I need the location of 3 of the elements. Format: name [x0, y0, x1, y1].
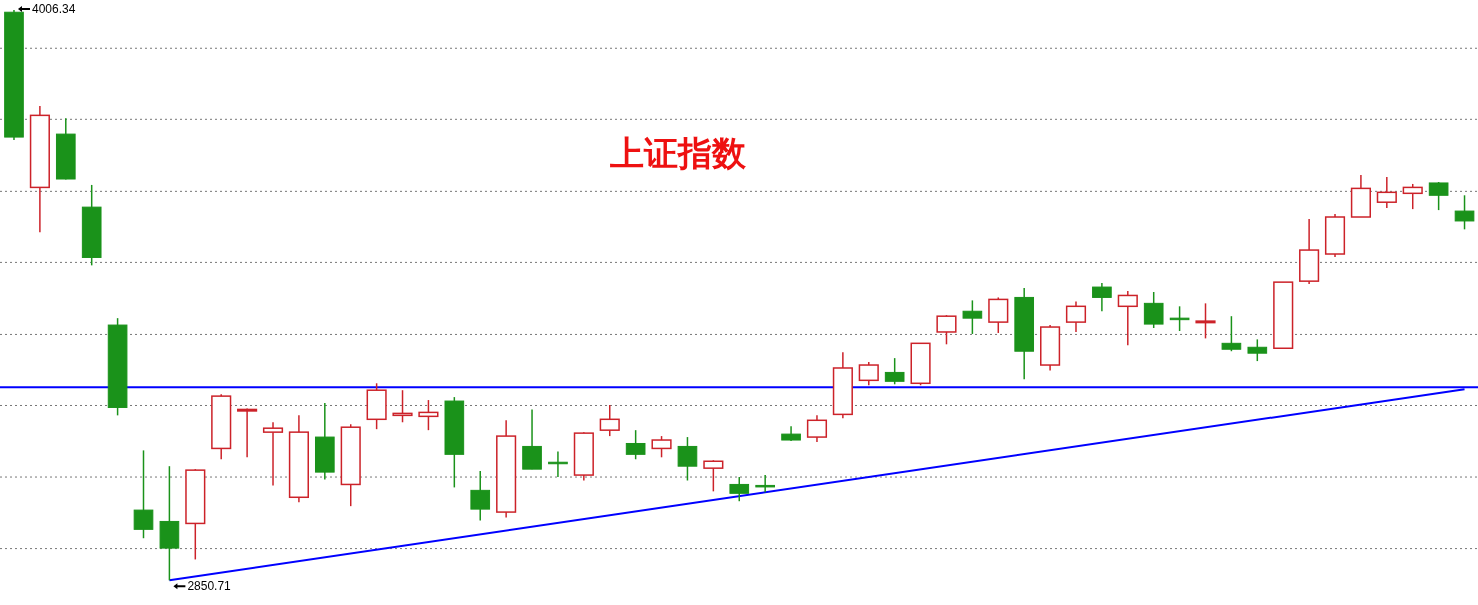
text: 上证指数 [609, 135, 748, 172]
annotation: 4006.34 [31, 2, 76, 17]
annotation: 2850.71 [187, 579, 232, 594]
